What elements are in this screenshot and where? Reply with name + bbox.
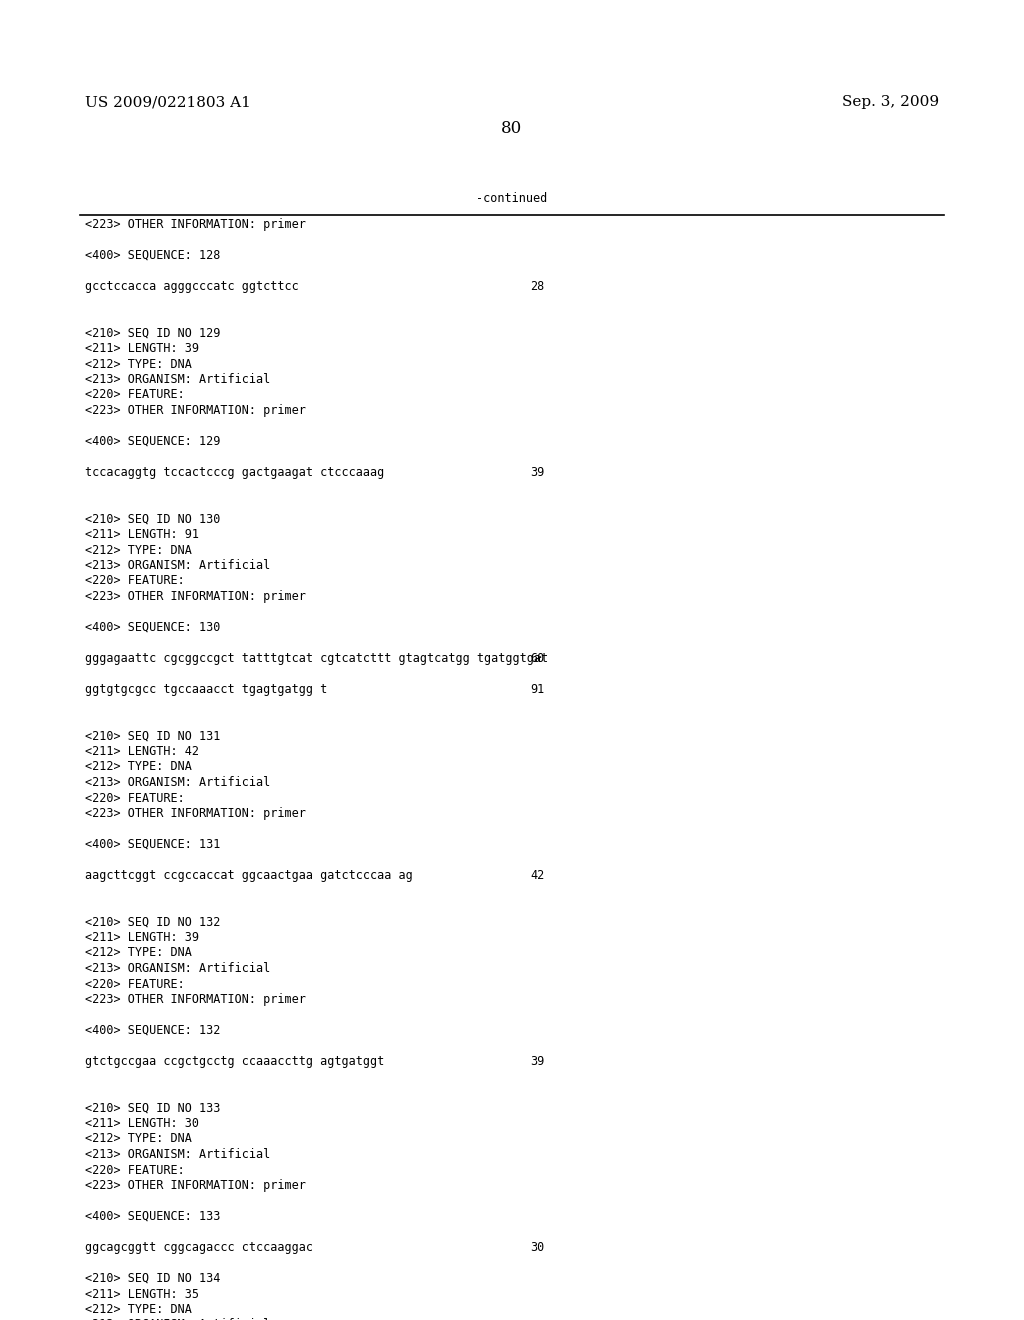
Text: <213> ORGANISM: Artificial: <213> ORGANISM: Artificial (85, 1148, 270, 1162)
Text: <212> TYPE: DNA: <212> TYPE: DNA (85, 544, 191, 557)
Text: <213> ORGANISM: Artificial: <213> ORGANISM: Artificial (85, 558, 270, 572)
Text: 60: 60 (530, 652, 545, 665)
Text: tccacaggtg tccactcccg gactgaagat ctcccaaag: tccacaggtg tccactcccg gactgaagat ctcccaa… (85, 466, 384, 479)
Text: <211> LENGTH: 30: <211> LENGTH: 30 (85, 1117, 199, 1130)
Text: <223> OTHER INFORMATION: primer: <223> OTHER INFORMATION: primer (85, 404, 306, 417)
Text: 80: 80 (502, 120, 522, 137)
Text: <400> SEQUENCE: 129: <400> SEQUENCE: 129 (85, 436, 220, 447)
Text: <213> ORGANISM: Artificial: <213> ORGANISM: Artificial (85, 374, 270, 385)
Text: <211> LENGTH: 39: <211> LENGTH: 39 (85, 931, 199, 944)
Text: <212> TYPE: DNA: <212> TYPE: DNA (85, 358, 191, 371)
Text: ggtgtgcgcc tgccaaacct tgagtgatgg t: ggtgtgcgcc tgccaaacct tgagtgatgg t (85, 682, 328, 696)
Text: 39: 39 (530, 466, 545, 479)
Text: 91: 91 (530, 682, 545, 696)
Text: <211> LENGTH: 42: <211> LENGTH: 42 (85, 744, 199, 758)
Text: <400> SEQUENCE: 128: <400> SEQUENCE: 128 (85, 249, 220, 261)
Text: US 2009/0221803 A1: US 2009/0221803 A1 (85, 95, 251, 110)
Text: <400> SEQUENCE: 130: <400> SEQUENCE: 130 (85, 620, 220, 634)
Text: <400> SEQUENCE: 132: <400> SEQUENCE: 132 (85, 1024, 220, 1038)
Text: 28: 28 (530, 280, 545, 293)
Text: <211> LENGTH: 39: <211> LENGTH: 39 (85, 342, 199, 355)
Text: <223> OTHER INFORMATION: primer: <223> OTHER INFORMATION: primer (85, 590, 306, 603)
Text: <210> SEQ ID NO 132: <210> SEQ ID NO 132 (85, 916, 220, 928)
Text: <213> ORGANISM: Artificial: <213> ORGANISM: Artificial (85, 962, 270, 975)
Text: <213> ORGANISM: Artificial: <213> ORGANISM: Artificial (85, 1319, 270, 1320)
Text: ggcagcggtt cggcagaccc ctccaaggac: ggcagcggtt cggcagaccc ctccaaggac (85, 1241, 313, 1254)
Text: <400> SEQUENCE: 131: <400> SEQUENCE: 131 (85, 838, 220, 851)
Text: 39: 39 (530, 1055, 545, 1068)
Text: <223> OTHER INFORMATION: primer: <223> OTHER INFORMATION: primer (85, 807, 306, 820)
Text: <220> FEATURE:: <220> FEATURE: (85, 1163, 184, 1176)
Text: <211> LENGTH: 91: <211> LENGTH: 91 (85, 528, 199, 541)
Text: gcctccacca agggcccatc ggtcttcc: gcctccacca agggcccatc ggtcttcc (85, 280, 299, 293)
Text: <210> SEQ ID NO 129: <210> SEQ ID NO 129 (85, 326, 220, 339)
Text: <220> FEATURE:: <220> FEATURE: (85, 388, 184, 401)
Text: Sep. 3, 2009: Sep. 3, 2009 (842, 95, 939, 110)
Text: gggagaattc cgcggccgct tatttgtcat cgtcatcttt gtagtcatgg tgatggtgat: gggagaattc cgcggccgct tatttgtcat cgtcatc… (85, 652, 548, 665)
Text: aagcttcggt ccgccaccat ggcaactgaa gatctcccaa ag: aagcttcggt ccgccaccat ggcaactgaa gatctcc… (85, 869, 413, 882)
Text: <212> TYPE: DNA: <212> TYPE: DNA (85, 946, 191, 960)
Text: <210> SEQ ID NO 134: <210> SEQ ID NO 134 (85, 1272, 220, 1284)
Text: gtctgccgaa ccgctgcctg ccaaaccttg agtgatggt: gtctgccgaa ccgctgcctg ccaaaccttg agtgatg… (85, 1055, 384, 1068)
Text: <210> SEQ ID NO 133: <210> SEQ ID NO 133 (85, 1101, 220, 1114)
Text: <220> FEATURE:: <220> FEATURE: (85, 574, 184, 587)
Text: <223> OTHER INFORMATION: primer: <223> OTHER INFORMATION: primer (85, 993, 306, 1006)
Text: <213> ORGANISM: Artificial: <213> ORGANISM: Artificial (85, 776, 270, 789)
Text: <210> SEQ ID NO 131: <210> SEQ ID NO 131 (85, 730, 220, 742)
Text: 30: 30 (530, 1241, 545, 1254)
Text: <223> OTHER INFORMATION: primer: <223> OTHER INFORMATION: primer (85, 1179, 306, 1192)
Text: <400> SEQUENCE: 133: <400> SEQUENCE: 133 (85, 1210, 220, 1224)
Text: <210> SEQ ID NO 130: <210> SEQ ID NO 130 (85, 512, 220, 525)
Text: <220> FEATURE:: <220> FEATURE: (85, 792, 184, 804)
Text: <223> OTHER INFORMATION: primer: <223> OTHER INFORMATION: primer (85, 218, 306, 231)
Text: -continued: -continued (476, 191, 548, 205)
Text: <212> TYPE: DNA: <212> TYPE: DNA (85, 760, 191, 774)
Text: <212> TYPE: DNA: <212> TYPE: DNA (85, 1133, 191, 1146)
Text: <211> LENGTH: 35: <211> LENGTH: 35 (85, 1287, 199, 1300)
Text: <220> FEATURE:: <220> FEATURE: (85, 978, 184, 990)
Text: <212> TYPE: DNA: <212> TYPE: DNA (85, 1303, 191, 1316)
Text: 42: 42 (530, 869, 545, 882)
